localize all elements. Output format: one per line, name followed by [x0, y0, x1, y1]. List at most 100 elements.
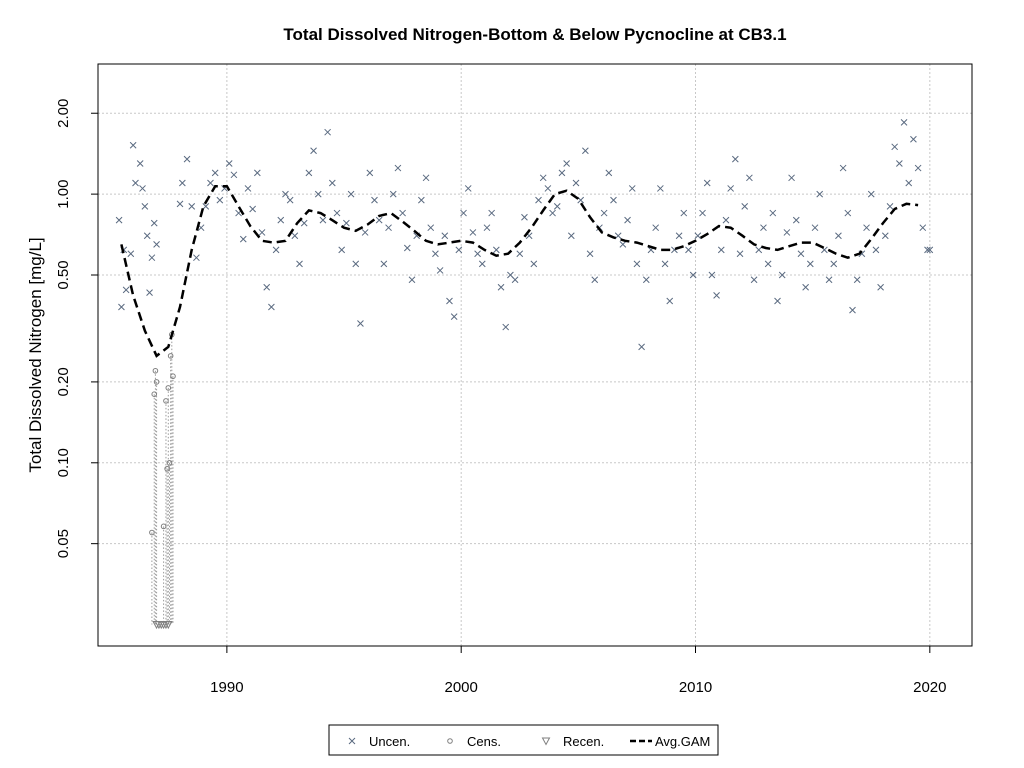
- uncensored-point: [900, 118, 908, 126]
- uncensored-point: [881, 232, 889, 240]
- y-tick-label: 0.50: [55, 260, 72, 289]
- uncensored-point: [680, 209, 688, 217]
- uncensored-point: [788, 174, 795, 182]
- uncensored-point: [741, 203, 749, 210]
- uncensored-point: [811, 224, 819, 232]
- uncensored-point: [211, 169, 219, 177]
- uncensored-point: [394, 164, 402, 172]
- uncensored-point: [179, 179, 186, 187]
- uncensored-point: [624, 216, 631, 224]
- uncensored-point: [450, 313, 458, 320]
- legend: Uncen. Cens. Recen. Avg.GAM: [328, 724, 719, 756]
- uncensored-point: [872, 246, 880, 254]
- uncensored-point: [731, 155, 739, 163]
- y-tick-label: 0.05: [55, 529, 72, 558]
- censored-point: [149, 529, 155, 536]
- uncensored-point: [207, 179, 214, 187]
- uncensored-point: [132, 179, 139, 187]
- x-tick-label: 1990: [210, 679, 243, 696]
- uncensored-point: [619, 241, 627, 248]
- uncensored-point: [474, 250, 481, 258]
- uncensored-point: [530, 260, 538, 268]
- censored-point: [152, 367, 159, 374]
- uncensored-point: [689, 271, 697, 279]
- uncensored-point: [343, 219, 350, 227]
- y-axis: 2.00 1.00 0.50 0.20 0.10 0.05: [55, 99, 98, 558]
- uncensored-point: [797, 250, 805, 258]
- y-tick-label: 0.20: [55, 367, 72, 396]
- uncensored-point: [746, 174, 753, 182]
- uncensored-point: [375, 216, 383, 224]
- uncensored-point: [399, 209, 406, 217]
- uncensored-point: [722, 216, 730, 224]
- uncensored-point: [488, 209, 496, 217]
- chart-title: Total Dissolved Nitrogen-Bottom & Below …: [283, 25, 786, 44]
- uncensored-point: [614, 232, 622, 240]
- uncensored-point: [146, 289, 153, 296]
- censored-point: [165, 385, 172, 391]
- censored-point: [167, 353, 174, 359]
- uncensored-point: [291, 232, 299, 240]
- uncensored-point: [418, 196, 425, 204]
- uncensored-point: [371, 196, 378, 204]
- uncensored-point: [141, 203, 149, 210]
- legend-label: Uncen.: [369, 734, 410, 749]
- uncensored-point: [314, 190, 322, 198]
- uncensored-point: [432, 250, 439, 258]
- uncensored-point: [657, 185, 664, 192]
- uncensored-point: [755, 246, 763, 254]
- uncensored-point: [483, 224, 491, 232]
- uncensored-point: [492, 246, 500, 254]
- uncensored-point: [272, 246, 280, 254]
- uncensored-point: [305, 169, 313, 177]
- uncensored-point: [572, 179, 580, 187]
- uncensored-point: [436, 267, 444, 274]
- uncensored-point: [694, 232, 702, 240]
- uncensored-point: [460, 209, 467, 217]
- uncensored-point: [586, 250, 594, 258]
- gam-layer: [120, 184, 919, 358]
- uncensored-point: [511, 276, 519, 284]
- y-tick-label: 2.00: [55, 99, 72, 128]
- uncensored-point: [118, 303, 125, 311]
- uncensored-point: [839, 164, 847, 172]
- uncensored-point: [202, 203, 210, 210]
- uncensored-point: [310, 147, 317, 155]
- uncensored-point: [924, 246, 931, 254]
- uncensored-point: [441, 232, 449, 240]
- uncensored-point: [675, 232, 683, 240]
- uncensored-point: [919, 224, 927, 232]
- uncensored-point: [600, 209, 608, 217]
- plot-frame: [97, 63, 973, 647]
- uncensored-point: [422, 174, 430, 182]
- uncensored-point: [296, 260, 303, 268]
- uncensored-point: [253, 169, 261, 177]
- uncensored-point: [717, 246, 725, 254]
- x-axis: 1990 2000 2010 2020: [210, 646, 947, 696]
- uncensored-point: [300, 219, 308, 227]
- uncensored-point: [806, 260, 814, 268]
- censored-point: [160, 523, 167, 530]
- uncensored-point: [497, 283, 505, 291]
- uncensored-point: [582, 147, 589, 155]
- uncensored-point: [849, 306, 856, 314]
- uncensored-point: [926, 246, 934, 254]
- censored-range-lines: [151, 334, 174, 625]
- y-axis-label: Total Dissolved Nitrogen [mg/L]: [26, 237, 45, 472]
- uncensored-point: [736, 250, 744, 258]
- uncensored-point: [605, 169, 613, 177]
- uncensored-point: [347, 190, 355, 198]
- legend-label: Cens.: [467, 734, 501, 749]
- uncensored-point: [539, 174, 547, 182]
- uncensored-point: [844, 209, 852, 217]
- uncensored-point: [129, 141, 137, 149]
- x-tick-label: 2000: [445, 679, 478, 696]
- uncensored-point: [357, 320, 364, 327]
- uncensored-point: [225, 160, 233, 167]
- uncensored-point: [764, 260, 772, 268]
- uncensored-point: [877, 283, 884, 291]
- uncensored-point: [268, 303, 275, 311]
- uncensored-point: [216, 196, 224, 204]
- uncensored-point: [910, 135, 917, 143]
- uncensored-point: [783, 229, 791, 236]
